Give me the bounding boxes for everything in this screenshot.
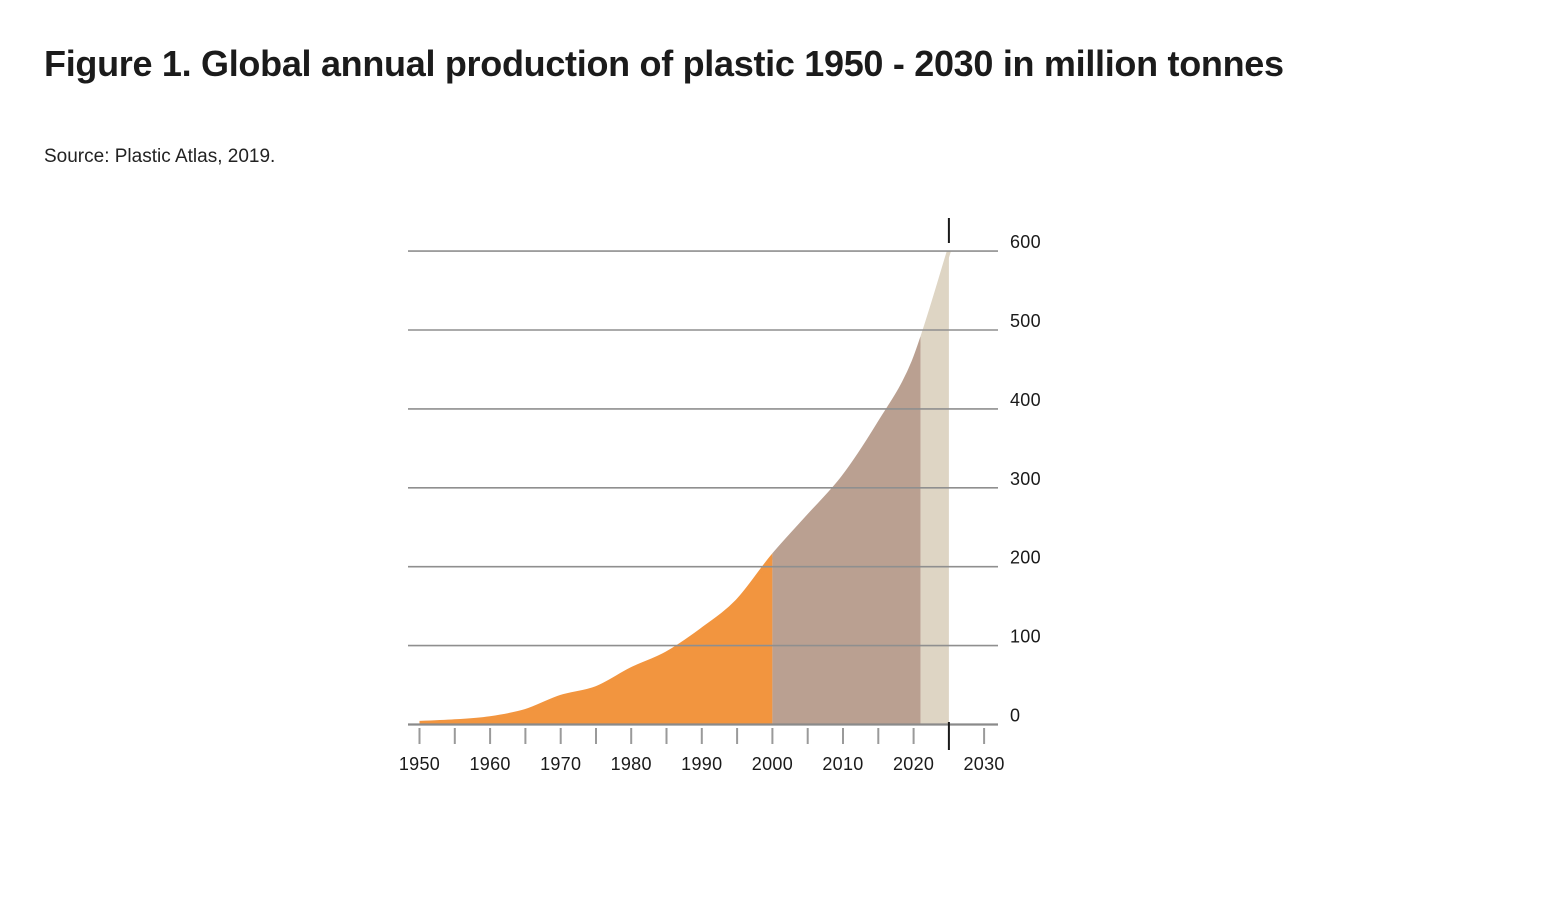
x-axis-label-1990: 1990	[681, 754, 722, 774]
curve-edge-1950-2000	[419, 553, 773, 725]
x-axis-label-2010: 2010	[822, 754, 863, 774]
source-caption: Source: Plastic Atlas, 2019.	[44, 146, 276, 167]
area-segment-2000-2021	[772, 342, 921, 725]
x-axis-label-1950: 1950	[399, 754, 440, 774]
x-axis-label-1960: 1960	[469, 754, 510, 774]
x-axis-label-2020: 2020	[893, 754, 934, 774]
area-segment-1950-2000	[419, 556, 773, 725]
x-axis-label-1970: 1970	[540, 754, 581, 774]
y-axis-label-0: 0	[1010, 706, 1020, 726]
curve-edge-2000-2021	[772, 336, 921, 560]
y-axis-label-400: 400	[1010, 390, 1041, 410]
figure-title: Figure 1. Global annual production of pl…	[44, 43, 1284, 84]
x-axis-label-1980: 1980	[611, 754, 652, 774]
x-axis-label-2000: 2000	[752, 754, 793, 774]
y-axis-label-200: 200	[1010, 548, 1041, 568]
y-axis-label-600: 600	[1010, 232, 1041, 252]
y-axis-label-100: 100	[1010, 627, 1041, 647]
y-axis-label-500: 500	[1010, 311, 1041, 331]
y-axis-label-300: 300	[1010, 469, 1041, 489]
x-axis-label-2030: 2030	[963, 754, 1004, 774]
